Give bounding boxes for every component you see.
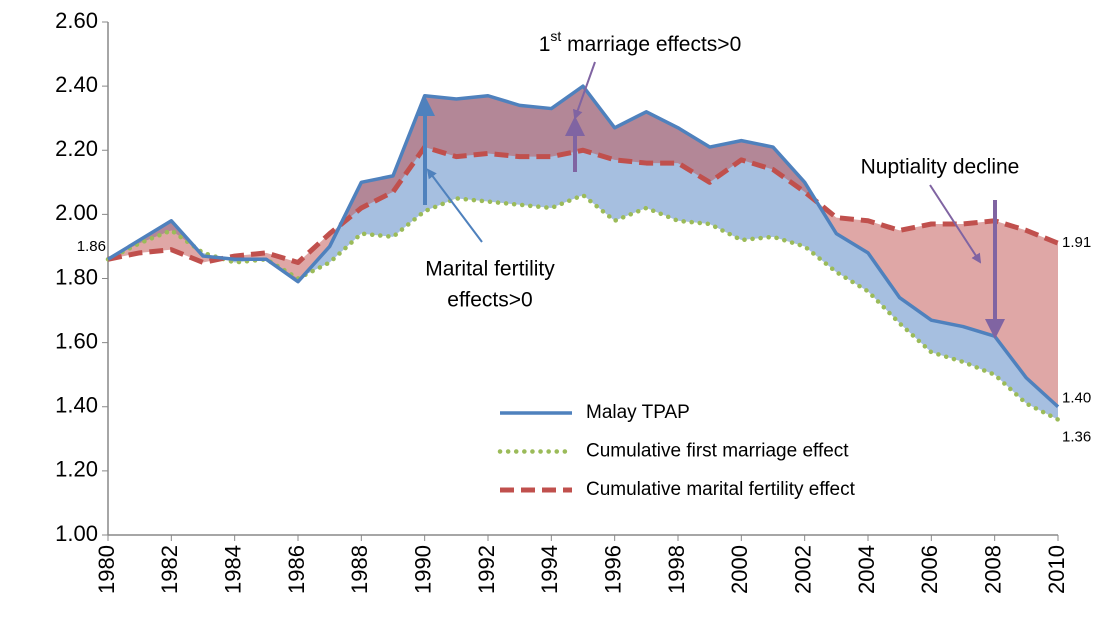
arrow — [572, 61, 596, 120]
y-tick-label: 2.00 — [55, 200, 98, 225]
x-tick-label: 1994 — [537, 545, 562, 594]
x-tick-label: 1980 — [94, 545, 119, 594]
annotation: Nuptiality decline — [861, 156, 1020, 179]
y-tick-label: 1.00 — [55, 521, 98, 546]
arrow — [426, 168, 483, 243]
annotation: effects>0 — [447, 289, 532, 312]
y-tick-label: 2.60 — [55, 8, 98, 33]
data-label: 1.36 — [1062, 429, 1091, 446]
series-line — [105, 192, 1061, 422]
annotation-part: 1 — [539, 33, 551, 56]
shaded-band — [108, 86, 1058, 407]
annotation: 1st marriage effects>0 — [539, 28, 742, 56]
x-tick-label: 1988 — [347, 545, 372, 594]
arrow — [929, 184, 982, 264]
series-line — [107, 144, 1059, 265]
series-line — [107, 84, 1060, 409]
y-tick-label: 2.20 — [55, 136, 98, 161]
x-tick-label: 1996 — [600, 545, 625, 594]
annotation-part: marriage effects>0 — [561, 33, 741, 56]
data-label: 1.86 — [77, 238, 106, 255]
y-tick-label: 1.40 — [55, 393, 98, 418]
x-tick-label: 2004 — [854, 545, 879, 594]
x-tick-label: 1992 — [474, 545, 499, 594]
annotation-part: st — [550, 28, 561, 44]
y-tick-label: 2.40 — [55, 72, 98, 97]
data-label: 1.40 — [1062, 390, 1091, 407]
x-tick-label: 2000 — [727, 545, 752, 594]
x-tick-label: 1986 — [284, 545, 309, 594]
y-tick-label: 1.60 — [55, 328, 98, 353]
annotation: Marital fertility — [425, 258, 555, 281]
x-tick-label: 2006 — [917, 545, 942, 594]
x-tick-label: 2008 — [980, 545, 1005, 594]
y-tick-label: 1.20 — [55, 457, 98, 482]
legend-label: Cumulative marital fertility effect — [586, 479, 856, 500]
data-label: 1.91 — [1062, 234, 1091, 251]
x-tick-label: 2002 — [790, 545, 815, 594]
legend-label: Cumulative first marriage effect — [586, 441, 849, 462]
x-tick-label: 1982 — [157, 545, 182, 594]
x-tick-label: 1984 — [220, 545, 245, 594]
x-tick-label: 2010 — [1044, 545, 1069, 594]
legend-label: Malay TPAP — [586, 402, 690, 423]
x-tick-label: 1998 — [664, 545, 689, 594]
y-tick-label: 1.80 — [55, 264, 98, 289]
x-tick-label: 1990 — [410, 545, 435, 594]
